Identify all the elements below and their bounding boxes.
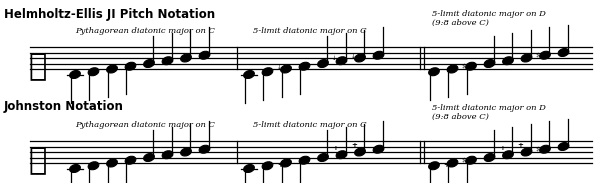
Ellipse shape xyxy=(373,145,384,153)
Ellipse shape xyxy=(181,148,191,156)
Ellipse shape xyxy=(70,165,80,173)
Ellipse shape xyxy=(143,59,154,68)
Ellipse shape xyxy=(373,51,384,59)
Ellipse shape xyxy=(503,151,514,159)
Ellipse shape xyxy=(539,51,550,59)
Ellipse shape xyxy=(558,48,569,57)
Ellipse shape xyxy=(428,68,439,76)
Ellipse shape xyxy=(317,154,328,161)
Text: Pythagorean diatonic major on C: Pythagorean diatonic major on C xyxy=(75,27,215,35)
Text: ↓: ↓ xyxy=(350,53,355,59)
Ellipse shape xyxy=(447,65,458,73)
Text: 5-limit diatonic major on D
(9:8 above C): 5-limit diatonic major on D (9:8 above C… xyxy=(432,10,546,27)
Ellipse shape xyxy=(125,156,136,164)
Ellipse shape xyxy=(244,165,254,173)
Ellipse shape xyxy=(125,62,136,70)
Text: +: + xyxy=(277,162,283,168)
Ellipse shape xyxy=(447,159,458,167)
Ellipse shape xyxy=(281,159,292,167)
Text: 𝄞: 𝄞 xyxy=(29,51,47,82)
Text: Johnston Notation: Johnston Notation xyxy=(4,100,124,113)
Ellipse shape xyxy=(181,54,191,62)
Text: ♯: ♯ xyxy=(535,145,539,154)
Text: 5-limit diatonic major on D
(9:8 above C): 5-limit diatonic major on D (9:8 above C… xyxy=(432,104,546,121)
Ellipse shape xyxy=(244,70,254,79)
Text: 5-limit diatonic major on C: 5-limit diatonic major on C xyxy=(253,27,367,35)
Ellipse shape xyxy=(428,162,439,170)
Text: ♯: ♯ xyxy=(461,62,465,71)
Ellipse shape xyxy=(88,68,99,76)
Ellipse shape xyxy=(539,145,550,153)
Ellipse shape xyxy=(558,143,569,150)
Ellipse shape xyxy=(162,57,173,65)
Text: +: + xyxy=(518,142,523,148)
Ellipse shape xyxy=(521,54,532,62)
Ellipse shape xyxy=(503,57,514,65)
Ellipse shape xyxy=(336,57,347,65)
Text: ↓: ↓ xyxy=(332,56,337,61)
Ellipse shape xyxy=(317,59,328,68)
Text: 𝄞: 𝄞 xyxy=(29,145,47,176)
Ellipse shape xyxy=(521,148,532,156)
Ellipse shape xyxy=(466,156,476,164)
Text: +: + xyxy=(499,145,505,151)
Text: ♯: ♯ xyxy=(461,156,465,165)
Text: +: + xyxy=(351,142,357,148)
Ellipse shape xyxy=(281,65,292,73)
Ellipse shape xyxy=(355,54,365,62)
Ellipse shape xyxy=(70,70,80,79)
Ellipse shape xyxy=(88,162,99,170)
Ellipse shape xyxy=(262,68,273,76)
Ellipse shape xyxy=(107,159,118,167)
Ellipse shape xyxy=(143,154,154,161)
Text: ↓: ↓ xyxy=(277,64,281,70)
Ellipse shape xyxy=(262,162,273,170)
Ellipse shape xyxy=(355,148,365,156)
Ellipse shape xyxy=(484,154,495,161)
Text: Pythagorean diatonic major on C: Pythagorean diatonic major on C xyxy=(75,121,215,129)
Ellipse shape xyxy=(484,59,495,68)
Text: +: + xyxy=(443,162,449,168)
Ellipse shape xyxy=(199,51,210,59)
Text: +: + xyxy=(332,145,338,151)
Text: Helmholtz-Ellis JI Pitch Notation: Helmholtz-Ellis JI Pitch Notation xyxy=(4,8,215,21)
Ellipse shape xyxy=(336,151,347,159)
Ellipse shape xyxy=(466,62,476,70)
Text: 5-limit diatonic major on C: 5-limit diatonic major on C xyxy=(253,121,367,129)
Ellipse shape xyxy=(299,62,310,70)
Ellipse shape xyxy=(199,145,210,153)
Ellipse shape xyxy=(162,151,173,159)
Text: ♯: ♯ xyxy=(535,51,539,60)
Ellipse shape xyxy=(299,156,310,164)
Ellipse shape xyxy=(107,65,118,73)
